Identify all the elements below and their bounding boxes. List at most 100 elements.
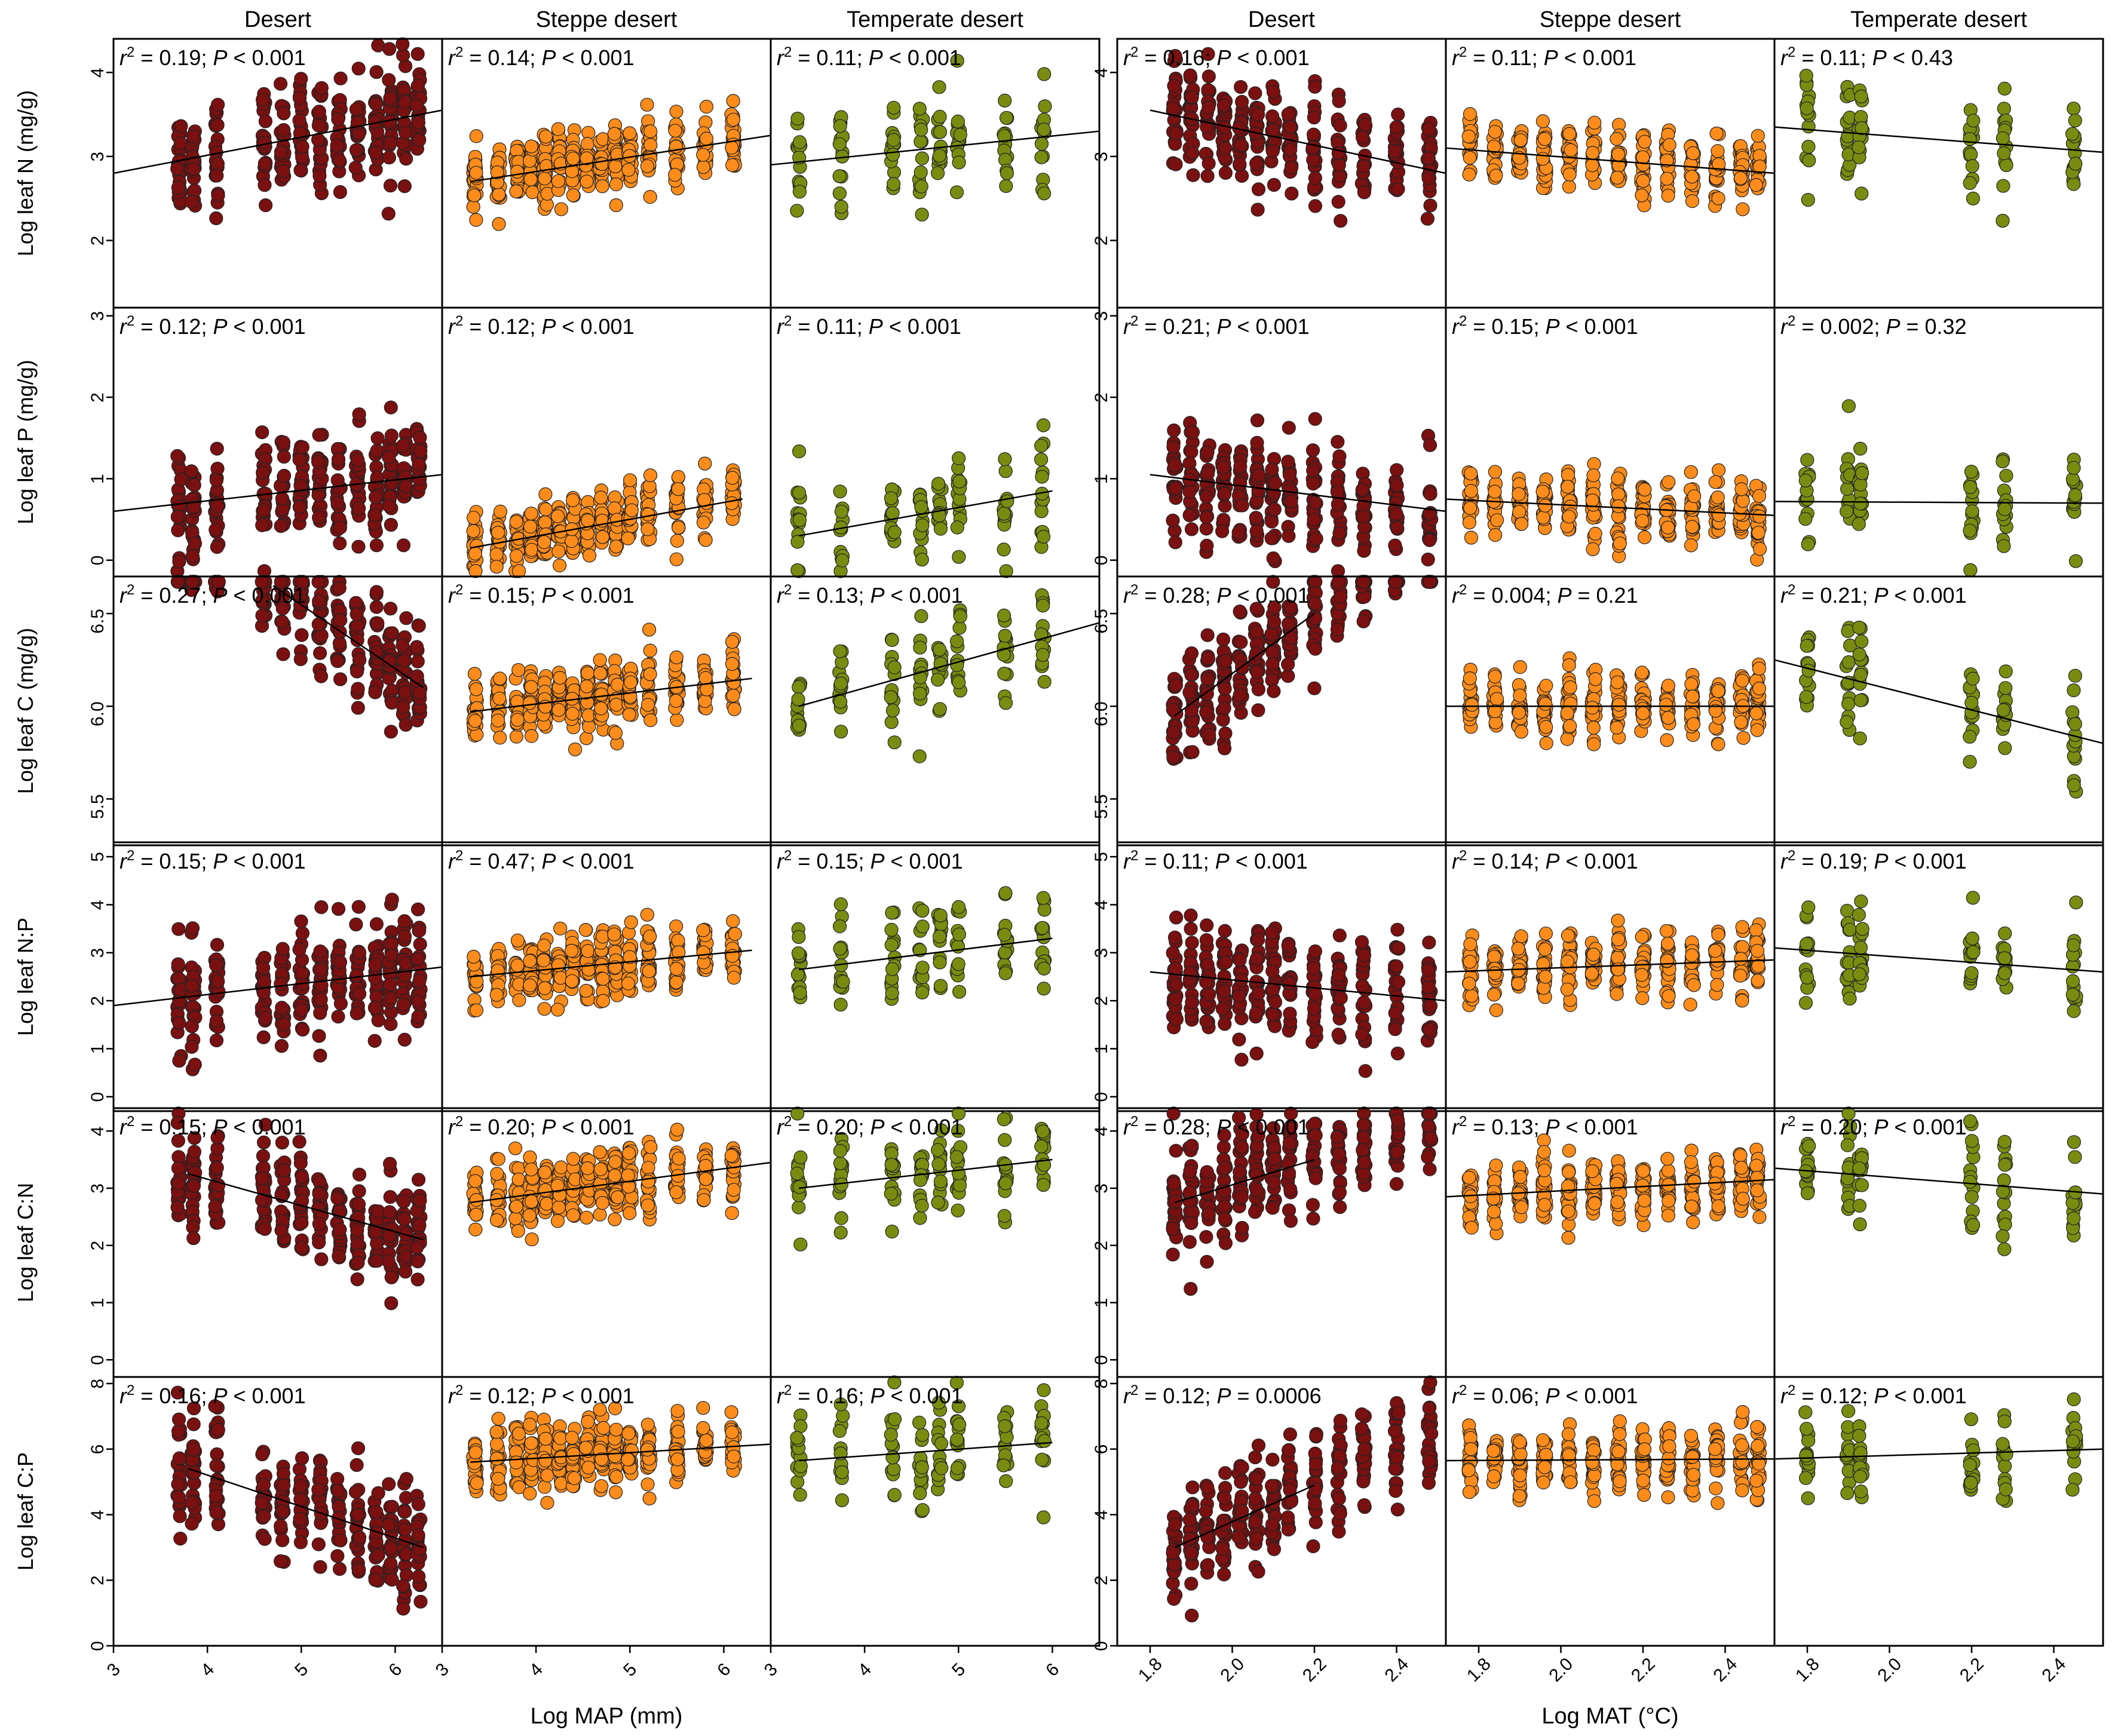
data-point xyxy=(1963,132,1977,146)
data-point xyxy=(610,677,625,692)
data-point xyxy=(295,440,309,455)
data-point xyxy=(382,73,396,87)
data-point xyxy=(522,696,537,710)
stat-annotation: r2 = 0.14; P < 0.001 xyxy=(448,44,635,70)
data-point xyxy=(1184,668,1199,682)
data-point xyxy=(333,520,348,535)
data-point xyxy=(643,468,658,483)
data-point xyxy=(792,680,806,694)
data-point xyxy=(1963,523,1977,538)
data-point xyxy=(382,498,396,513)
data-point xyxy=(1282,468,1297,482)
data-point xyxy=(1250,413,1265,428)
data-point xyxy=(1711,191,1725,206)
data-point xyxy=(1684,538,1698,553)
data-point xyxy=(1038,99,1052,114)
data-point xyxy=(1285,186,1299,201)
data-point xyxy=(552,558,567,573)
data-point xyxy=(1332,94,1346,108)
data-point xyxy=(413,937,427,952)
data-point xyxy=(1562,510,1576,524)
data-point xyxy=(1734,715,1748,729)
data-point xyxy=(594,157,609,171)
data-point xyxy=(256,1030,271,1045)
data-point xyxy=(696,148,710,162)
data-point xyxy=(1684,465,1698,479)
data-point xyxy=(835,553,850,568)
data-point xyxy=(1184,445,1199,459)
data-point xyxy=(188,1057,202,1072)
data-point xyxy=(1750,723,1764,737)
y-axis-label-row-2: Log leaf P (mg/g) xyxy=(13,360,38,524)
data-point xyxy=(1185,146,1200,160)
data-point xyxy=(275,491,289,506)
data-point xyxy=(726,112,741,127)
data-point xyxy=(1000,166,1014,180)
data-point xyxy=(1169,481,1183,496)
data-point xyxy=(565,707,580,721)
data-point xyxy=(538,981,552,995)
data-point xyxy=(578,922,593,937)
data-point xyxy=(384,725,399,739)
data-point xyxy=(551,509,565,523)
data-point xyxy=(333,536,347,551)
data-point xyxy=(668,124,682,138)
data-point xyxy=(1331,146,1345,160)
panel-frame xyxy=(1773,38,2104,309)
data-point xyxy=(332,153,347,167)
data-point xyxy=(1685,520,1699,534)
data-point xyxy=(1357,544,1371,558)
data-point xyxy=(367,1001,382,1015)
data-point xyxy=(915,207,929,222)
y-tick-label: 3 xyxy=(1092,948,1111,958)
data-point xyxy=(1996,703,2010,717)
data-point xyxy=(607,501,622,516)
data-point xyxy=(1285,160,1299,174)
y-tick-label: 3 xyxy=(88,152,108,162)
data-point xyxy=(1201,157,1216,171)
data-point xyxy=(296,1022,310,1037)
data-point xyxy=(1233,476,1247,490)
data-point xyxy=(353,652,367,667)
data-point xyxy=(1587,737,1601,752)
data-point xyxy=(275,1001,289,1015)
data-point xyxy=(1218,682,1232,696)
data-point xyxy=(1636,706,1650,720)
data-point xyxy=(186,129,201,143)
data-point xyxy=(595,179,609,194)
data-point xyxy=(725,158,740,172)
data-point xyxy=(469,165,483,180)
data-point xyxy=(553,921,568,936)
data-point xyxy=(369,585,384,599)
data-point xyxy=(790,112,805,126)
data-point xyxy=(524,680,538,694)
data-point xyxy=(1852,517,1866,531)
data-point xyxy=(349,143,364,157)
data-point xyxy=(313,1048,327,1063)
data-point xyxy=(1613,536,1627,551)
data-point xyxy=(368,958,382,972)
data-point xyxy=(1201,69,1216,84)
data-point xyxy=(523,172,538,186)
data-point xyxy=(1251,483,1265,498)
data-point xyxy=(491,713,505,728)
data-point xyxy=(1611,487,1626,502)
data-point xyxy=(1749,178,1763,192)
data-point xyxy=(1659,698,1673,712)
data-point xyxy=(1586,720,1601,735)
data-point xyxy=(1185,745,1200,759)
data-point xyxy=(608,159,623,174)
data-point xyxy=(1356,159,1371,173)
y-tick-label: 4 xyxy=(1092,68,1111,78)
data-point xyxy=(1751,526,1765,540)
data-point xyxy=(2068,488,2082,502)
data-point xyxy=(1201,651,1215,665)
panel-r2-c2: r2 = 0.12; P < 0.001 xyxy=(441,306,772,578)
data-point xyxy=(951,114,965,128)
data-point xyxy=(915,518,930,533)
data-point xyxy=(1423,533,1437,547)
data-point xyxy=(1182,508,1197,523)
data-point xyxy=(997,542,1011,557)
data-point xyxy=(1662,475,1676,489)
data-point xyxy=(933,702,947,716)
